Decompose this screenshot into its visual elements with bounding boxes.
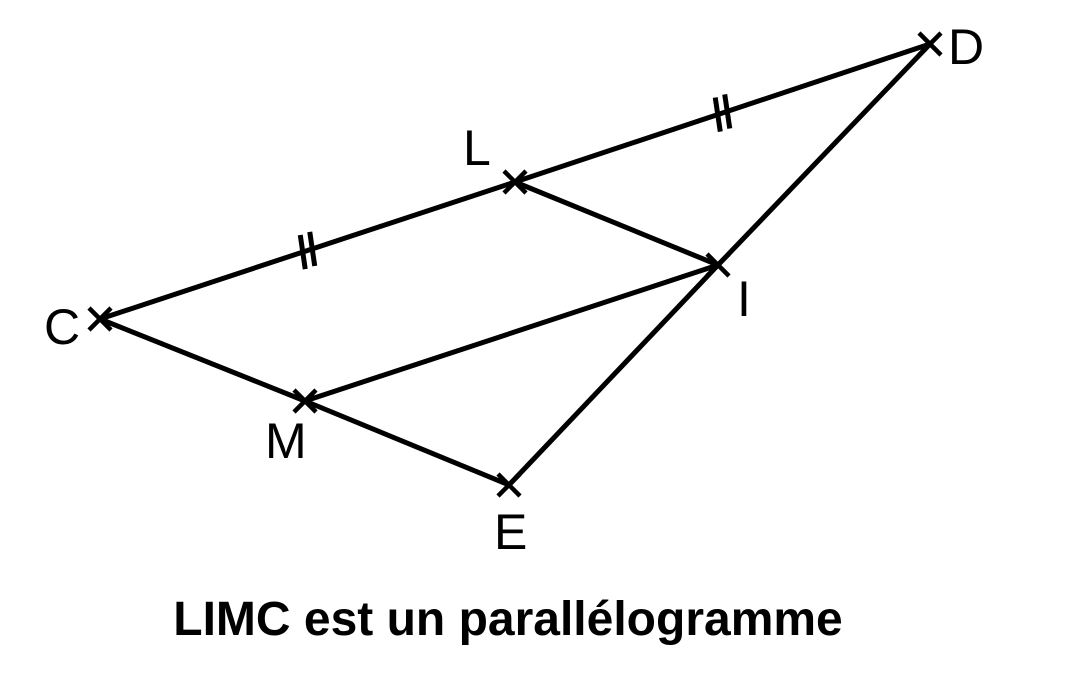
cross-stroke [705, 252, 731, 278]
figure-caption: LIMC est un parallélogramme [173, 593, 843, 646]
tick-stroke [712, 97, 723, 133]
segments-group [97, 41, 933, 488]
point-labels-group: C L D I M E [44, 19, 984, 560]
point-label-l: L [463, 120, 491, 176]
segment-mi [302, 262, 721, 404]
segment-id [715, 41, 933, 268]
point-label-e: E [494, 504, 527, 560]
tick-stroke [722, 93, 733, 129]
double-tick-mark-ld [712, 93, 733, 133]
cross-stroke [502, 169, 528, 195]
point-label-i: I [737, 271, 751, 327]
cross-stroke [496, 472, 522, 498]
point-marker-d [917, 31, 943, 57]
point-marker-i [705, 252, 731, 278]
point-marker-e [496, 472, 522, 498]
cross-stroke [292, 388, 318, 414]
cross-stroke [917, 31, 943, 57]
cross-stroke [87, 306, 113, 332]
equal-length-marks-group [297, 93, 733, 270]
point-label-m: M [265, 413, 307, 469]
segment-ld [512, 41, 933, 185]
segment-cl [97, 179, 518, 322]
segment-cm [97, 316, 308, 404]
segment-ei [506, 262, 721, 488]
point-marker-m [292, 388, 318, 414]
point-markers-group [87, 31, 943, 498]
point-label-d: D [948, 19, 984, 75]
point-marker-c [87, 306, 113, 332]
segment-li [512, 179, 721, 268]
tick-stroke [307, 231, 318, 267]
double-tick-mark-cl [297, 231, 318, 270]
segment-me [302, 398, 512, 488]
tick-stroke [297, 234, 308, 270]
point-marker-l [502, 169, 528, 195]
point-label-c: C [44, 299, 80, 355]
